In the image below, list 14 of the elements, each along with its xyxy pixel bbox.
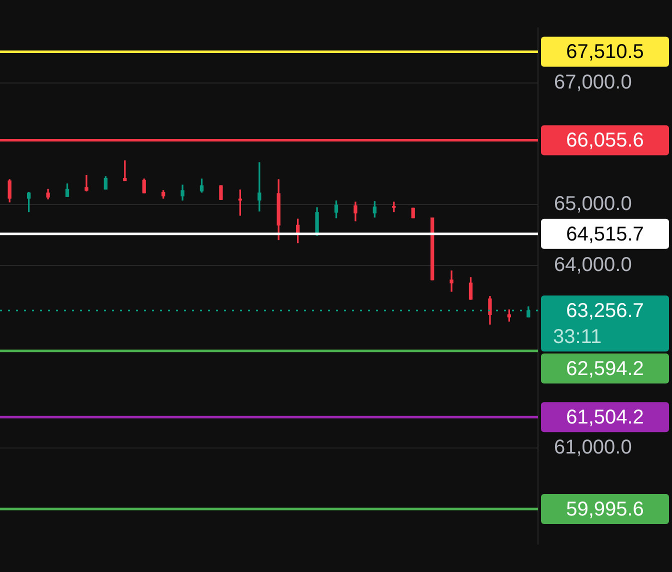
y-tick-label: 65,000.0 bbox=[554, 192, 632, 215]
text: 33:11 bbox=[553, 326, 602, 348]
ref-line-label: 61,504.2 bbox=[566, 406, 644, 429]
ref-line-label: 66,055.6 bbox=[566, 130, 644, 152]
ref-line-label: 63,256.7 bbox=[566, 300, 644, 322]
candlestick bbox=[450, 270, 454, 292]
y-tick-label: 67,000.0 bbox=[554, 71, 632, 94]
y-tick-label: 64,000.0 bbox=[554, 254, 632, 276]
ref-line-label: 64,515.7 bbox=[566, 223, 644, 246]
y-tick-label: 61,000.0 bbox=[554, 436, 632, 458]
ref-line-label: 62,594.2 bbox=[566, 358, 644, 380]
ref-line-label: 59,995.6 bbox=[566, 498, 644, 520]
ref-line-label: 67,510.5 bbox=[566, 41, 644, 64]
candlestick bbox=[84, 174, 88, 192]
